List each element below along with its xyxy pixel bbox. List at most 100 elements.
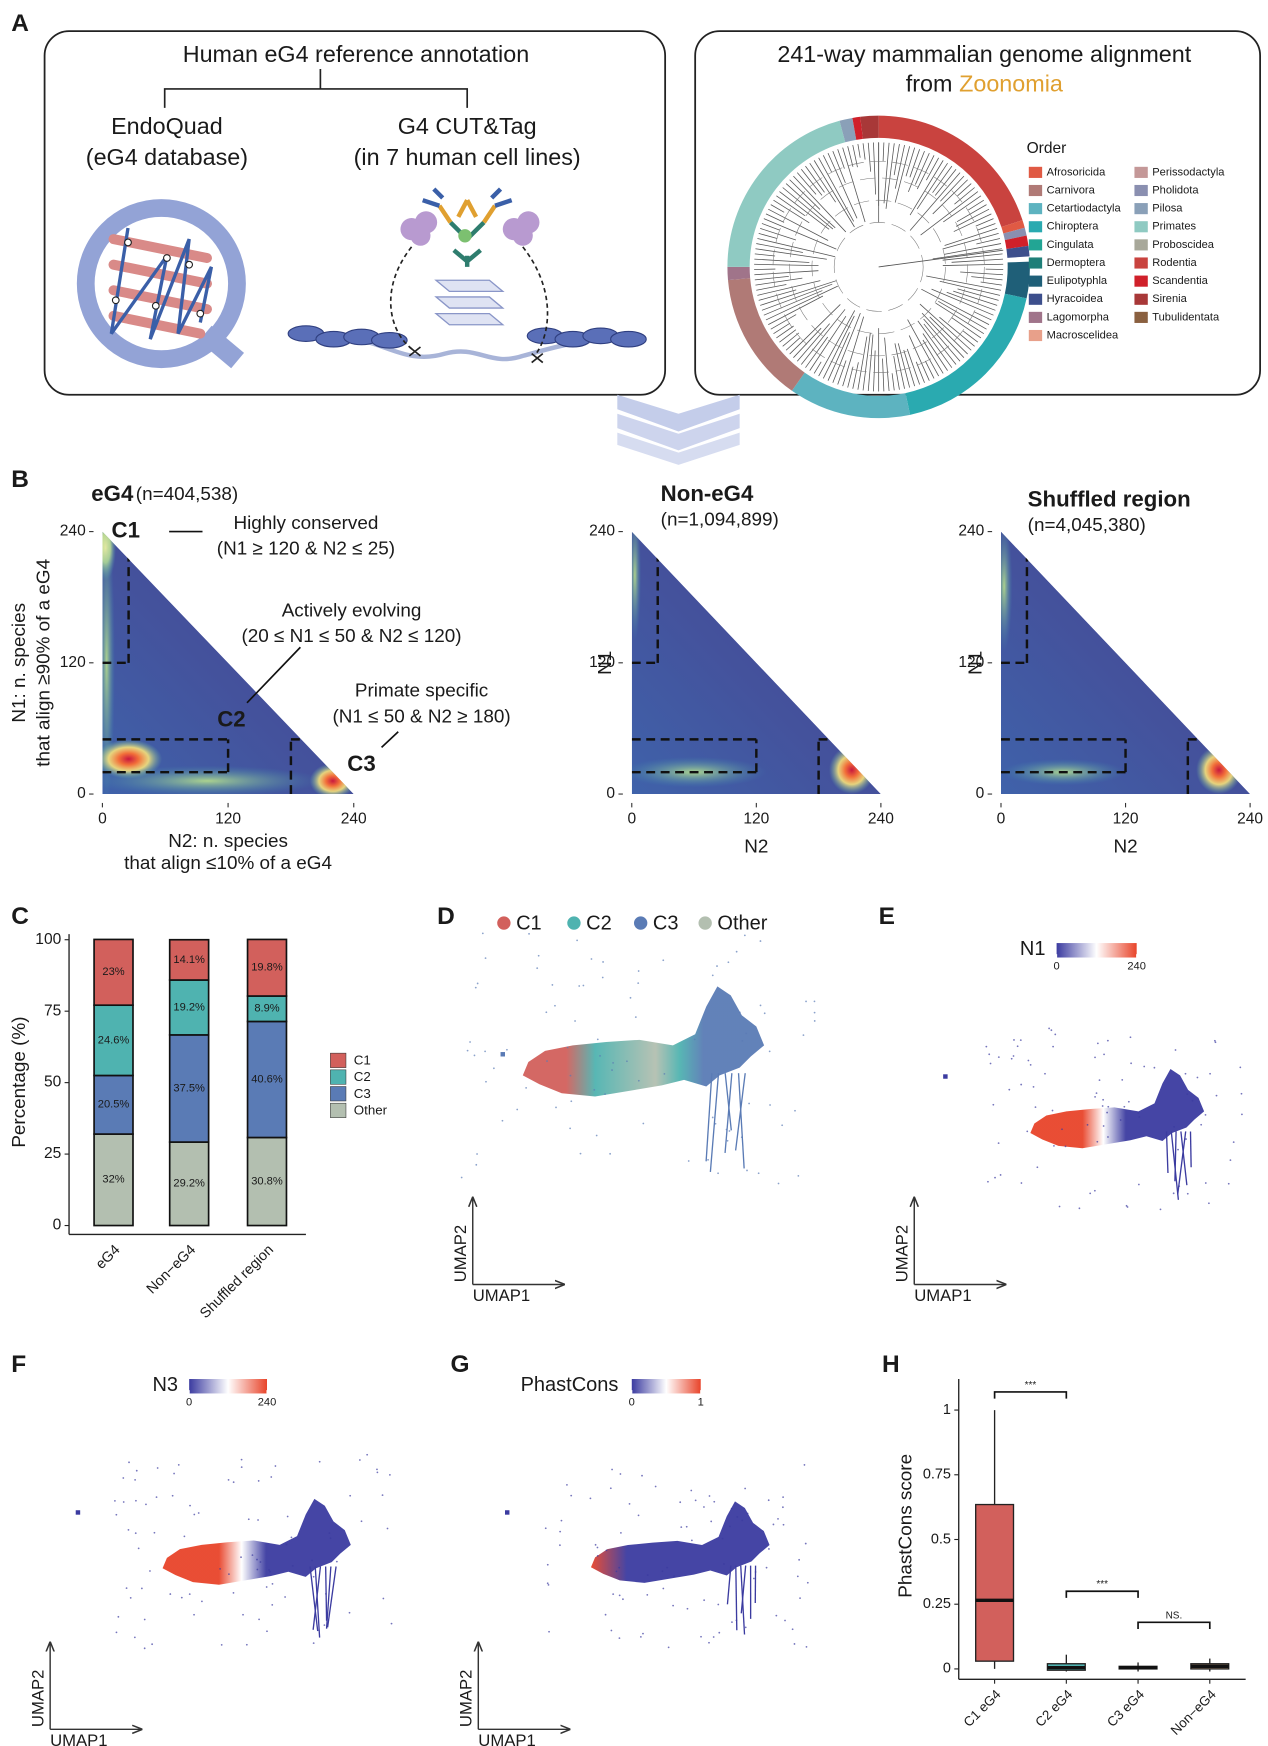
umap-point	[654, 1485, 657, 1488]
umap-point	[256, 1558, 258, 1561]
tree-branch	[756, 284, 787, 291]
umap-point	[551, 984, 554, 986]
legend-label: Chiroptera	[1047, 221, 1100, 233]
legend-label: Primates	[1152, 221, 1196, 233]
x-axis-label: UMAP1	[914, 1286, 971, 1305]
annotation: C3	[347, 751, 375, 776]
tree-branch	[894, 343, 905, 389]
umap-cloud	[522, 986, 765, 1097]
tree-branch	[832, 150, 846, 184]
umap-point	[589, 1497, 592, 1500]
umap-point	[1019, 1039, 1022, 1042]
y-tick-label: 120	[589, 654, 615, 671]
umap-point	[125, 1587, 128, 1589]
assay-name: G4 CUT&Tag	[398, 113, 537, 139]
tree-branch	[862, 143, 866, 160]
tree-branch	[809, 162, 836, 203]
panel-label: C	[11, 903, 29, 930]
significance-label: ***	[1096, 1579, 1108, 1590]
x-tick-label: 120	[215, 811, 241, 828]
umap-point	[618, 1637, 621, 1640]
tree-branch	[782, 187, 834, 230]
x-axis-label: N2: n. species	[168, 831, 288, 852]
tree-branch	[932, 165, 953, 193]
tree-branch	[862, 332, 871, 391]
y-tick-label: 240	[958, 523, 984, 540]
umap-point	[717, 1172, 719, 1175]
legend-label: Cetartiodactyla	[1047, 203, 1122, 215]
umap-point	[707, 1158, 709, 1161]
umap-point	[240, 1458, 243, 1461]
chart-title: eG4	[91, 481, 134, 506]
legend-swatch	[330, 1052, 347, 1068]
density-hotspot	[102, 765, 323, 795]
umap-point	[1094, 1056, 1096, 1059]
umap-point	[639, 1635, 642, 1638]
umap-point	[360, 1520, 363, 1523]
umap-point	[637, 1514, 640, 1517]
umap-point	[546, 1060, 548, 1062]
tree-branch	[926, 157, 940, 181]
umap-point	[609, 1487, 612, 1490]
umap-point	[1138, 1116, 1141, 1118]
umap-point	[997, 1056, 1000, 1059]
legend-swatch	[1028, 275, 1043, 287]
umap-point	[247, 1518, 250, 1521]
umap-point	[1094, 1095, 1096, 1098]
umap-point	[259, 1561, 262, 1563]
umap-point	[386, 1527, 389, 1530]
umap-point	[1106, 1111, 1108, 1114]
umap-point	[708, 1641, 710, 1644]
legend-swatch	[1134, 239, 1148, 251]
umap-point	[803, 1464, 806, 1466]
colorbar	[631, 1379, 701, 1394]
umap-point	[290, 1536, 293, 1539]
umap-point	[601, 976, 604, 979]
legend-label: Eulipotyphla	[1047, 275, 1108, 287]
tree-branch	[785, 337, 801, 351]
umap-point	[744, 1626, 747, 1629]
legend-swatch	[1134, 184, 1148, 197]
umap-point	[335, 1560, 338, 1563]
y-tick-label: 120	[958, 654, 984, 671]
x-tick-label: C2 eG4	[1032, 1686, 1076, 1730]
umap-point	[813, 1020, 816, 1022]
tree-branch	[940, 175, 965, 202]
legend-label: Carnivora	[1047, 184, 1096, 196]
umap-point	[501, 1119, 504, 1122]
tree-branch	[761, 223, 780, 231]
umap-cloud	[162, 1498, 351, 1585]
umap-point	[546, 1563, 549, 1566]
umap-point	[813, 1011, 816, 1014]
umap-point	[1051, 1109, 1054, 1112]
umap-point	[685, 1525, 688, 1528]
tree-branch	[980, 281, 1002, 286]
umap-point	[757, 1172, 760, 1175]
umap-point	[548, 1630, 550, 1633]
umap-point	[777, 1182, 780, 1185]
tree-branch	[758, 289, 797, 301]
umap-point	[460, 1176, 463, 1179]
umap-point	[528, 932, 530, 935]
umap-point	[312, 1642, 315, 1644]
legend-swatch	[1134, 257, 1148, 269]
tree-branch	[926, 275, 1002, 291]
panel-box	[43, 30, 667, 396]
tree-branch	[957, 183, 972, 197]
legend-swatch	[1028, 221, 1043, 233]
umap-point	[1196, 1076, 1199, 1079]
umap-point	[802, 1034, 805, 1037]
tree-branch	[760, 280, 837, 306]
legend-label: C3	[354, 1086, 371, 1101]
y-tick-label: 240	[589, 523, 615, 540]
legend-title: Order	[1027, 140, 1067, 157]
value-label: 19.8%	[251, 962, 283, 974]
tree-branch	[932, 179, 968, 215]
tree-branch	[754, 270, 819, 276]
umap-point	[666, 1566, 669, 1569]
umap-point	[189, 1504, 191, 1507]
umap-point	[1208, 1202, 1210, 1205]
umap-point	[781, 1124, 784, 1127]
umap-point	[798, 1558, 801, 1561]
umap-scatter	[943, 1027, 1243, 1211]
